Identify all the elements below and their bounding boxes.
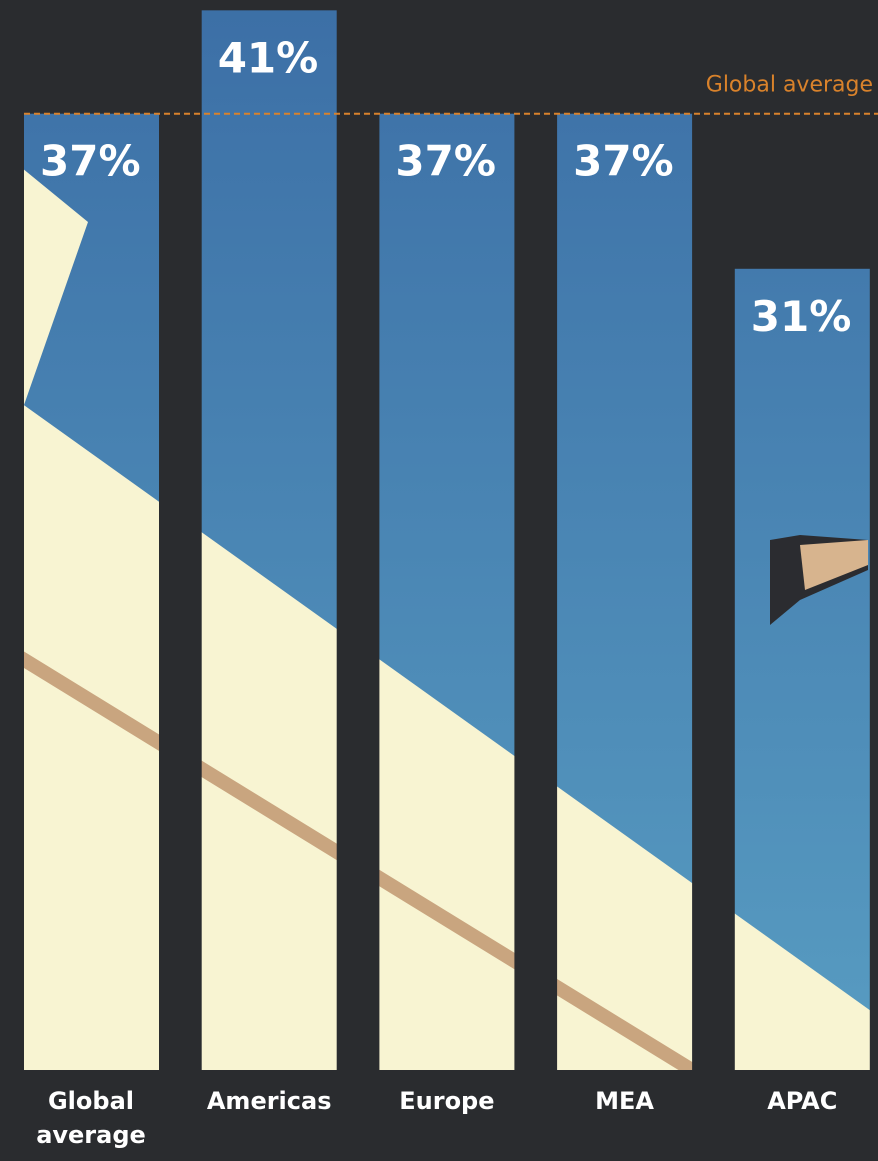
value-label: 37% [40, 137, 141, 186]
category-label: Global average [36, 1087, 146, 1149]
value-label: 41% [218, 33, 319, 82]
bar [557, 113, 693, 1071]
reference-label: Global average [706, 73, 873, 98]
value-label: 37% [573, 137, 674, 186]
category-label: APAC [767, 1087, 838, 1115]
bar [201, 10, 337, 1071]
category-label: Europe [399, 1087, 495, 1115]
value-label: 31% [751, 292, 852, 341]
category-label: Americas [206, 1087, 332, 1115]
value-label: 37% [395, 137, 496, 186]
bar [734, 268, 870, 1071]
category-label: MEA [595, 1087, 655, 1115]
bar [379, 113, 515, 1071]
bar [24, 113, 159, 1071]
